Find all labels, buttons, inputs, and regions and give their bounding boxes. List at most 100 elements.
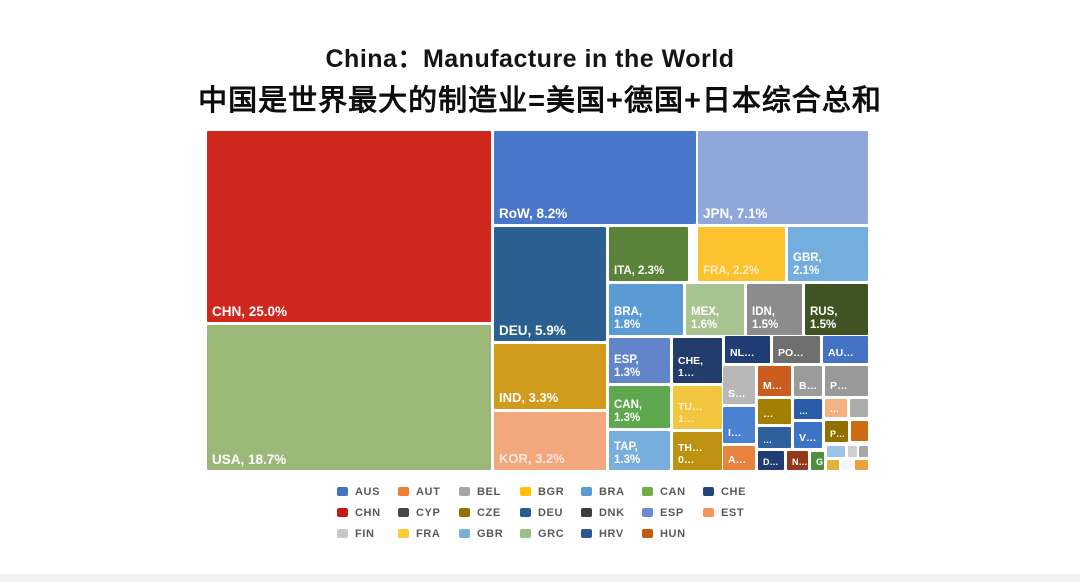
legend-item-BGR: BGR xyxy=(520,486,581,498)
legend-item-FRA: FRA xyxy=(398,528,459,540)
legend-swatch-icon xyxy=(703,487,714,496)
cell-label: TU… xyxy=(678,401,703,414)
legend-swatch-icon xyxy=(337,508,348,517)
cell-label: RUS, xyxy=(810,306,838,319)
cell-label: IND, 3.3% xyxy=(499,390,559,406)
legend-swatch-icon xyxy=(520,508,531,517)
cell-label: A… xyxy=(728,454,747,467)
legend-label: AUS xyxy=(355,485,381,498)
treemap-cell-MEX: MEX, 1.6% xyxy=(686,284,744,335)
cell-label: 1.6% xyxy=(691,319,718,332)
legend-label: FIN xyxy=(355,527,375,540)
cell-label: D… xyxy=(763,456,779,467)
legend-swatch-icon xyxy=(642,508,653,517)
treemap-cell-CAN: CAN, 1.3% xyxy=(609,386,670,428)
treemap-cell-small-12 xyxy=(855,460,868,470)
treemap-cell-small-5 xyxy=(850,399,868,417)
legend-label: CZE xyxy=(477,506,501,519)
cell-label: 1.3% xyxy=(614,412,641,425)
treemap-cell-AU: AU… xyxy=(823,336,868,363)
legend-label: BRA xyxy=(599,485,625,498)
cell-label: PO… xyxy=(778,347,804,360)
cell-label: NL… xyxy=(730,347,755,360)
legend-item-EST: EST xyxy=(703,507,764,519)
legend-item-CHN: CHN xyxy=(337,507,398,519)
treemap-cell-small-9 xyxy=(859,446,868,457)
chart-title-en: China：Manufacture in the World xyxy=(325,44,735,73)
legend-label: CHN xyxy=(355,506,381,519)
treemap-cell-RUS: RUS, 1.5% xyxy=(805,284,868,335)
treemap-cell-DEU: DEU, 5.9% xyxy=(494,227,606,341)
cell-label: … xyxy=(799,405,808,416)
cell-label: M… xyxy=(763,380,783,393)
legend-item-BEL: BEL xyxy=(459,486,520,498)
legend-item-CYP: CYP xyxy=(398,507,459,519)
cell-label: 2.1% xyxy=(793,265,820,278)
legend-label: HUN xyxy=(660,527,686,540)
legend-label: AUT xyxy=(416,485,441,498)
legend-item-HRV: HRV xyxy=(581,528,642,540)
treemap-cell-PO: PO… xyxy=(773,336,820,363)
cell-label: S… xyxy=(728,388,746,401)
cell-label: B… xyxy=(799,380,818,393)
legend-swatch-icon xyxy=(337,487,348,496)
cell-label: G… xyxy=(816,456,824,467)
legend-swatch-icon xyxy=(520,487,531,496)
cell-label: ITA, 2.3% xyxy=(614,265,665,278)
cell-label: CHN, 25.0% xyxy=(212,303,288,319)
legend-item-CZE: CZE xyxy=(459,507,520,519)
treemap-cell-CHE: CHE, 1… xyxy=(673,338,722,383)
treemap-cell-small-8 xyxy=(848,446,857,457)
treemap-cell-ITA: ITA, 2.3% xyxy=(609,227,688,281)
treemap-cell-G: G… xyxy=(811,452,824,470)
legend-swatch-icon xyxy=(581,508,592,517)
legend-swatch-icon xyxy=(459,508,470,517)
legend-item-FIN: FIN xyxy=(337,528,398,540)
legend-label: GRC xyxy=(538,527,565,540)
legend-swatch-icon xyxy=(398,487,409,496)
treemap-cell-N: N… xyxy=(787,451,808,470)
legend-label: BGR xyxy=(538,485,565,498)
legend-label: GBR xyxy=(477,527,504,540)
legend-item-GRC: GRC xyxy=(520,528,581,540)
legend-item-DNK: DNK xyxy=(581,507,642,519)
treemap-cell-FRA: FRA, 2.2% xyxy=(698,227,785,281)
legend-row: AUS AUT BEL BGR BRA CAN CHE xyxy=(337,481,764,502)
chart-title-cn: 中国是世界最大的制造业=美国+德国+日本综合总和 xyxy=(198,85,882,118)
cell-label: RoW, 8.2% xyxy=(499,205,568,221)
treemap-cell-NL: NL… xyxy=(725,336,770,363)
cell-label: ESP, xyxy=(614,354,639,367)
treemap-cell-CHN: CHN, 25.0% xyxy=(207,131,491,322)
legend-swatch-icon xyxy=(520,529,531,538)
treemap-cell-RoW: RoW, 8.2% xyxy=(494,131,696,224)
legend-swatch-icon xyxy=(703,508,714,517)
treemap-cell-small-1: … xyxy=(758,399,791,424)
treemap-cell-A: A… xyxy=(723,446,755,470)
treemap-cell-I: I… xyxy=(723,407,755,443)
cell-label: I… xyxy=(728,427,742,440)
legend-item-AUT: AUT xyxy=(398,486,459,498)
treemap-cell-BRA: BRA, 1.8% xyxy=(609,284,683,335)
treemap-cell-small-3: … xyxy=(794,399,822,419)
cell-label: CHE, xyxy=(678,355,704,368)
treemap-cell-small-7 xyxy=(827,446,845,457)
treemap-cell-IND: IND, 3.3% xyxy=(494,344,606,409)
legend-swatch-icon xyxy=(642,529,653,538)
legend-label: ESP xyxy=(660,506,684,519)
treemap-cell-USA: USA, 18.7% xyxy=(207,325,491,470)
legend-item-BRA: BRA xyxy=(581,486,642,498)
treemap-cell-small-4: … xyxy=(825,399,847,417)
legend-swatch-icon xyxy=(642,487,653,496)
cell-label: P… xyxy=(830,380,848,393)
cell-label: 0… xyxy=(678,454,695,467)
cell-label: TAP, xyxy=(614,441,638,454)
legend-swatch-icon xyxy=(337,529,348,538)
legend-swatch-icon xyxy=(459,529,470,538)
legend-swatch-icon xyxy=(398,529,409,538)
cell-label: CAN, xyxy=(614,399,643,412)
treemap-cell-small-11 xyxy=(842,460,852,470)
legend-label: EST xyxy=(721,506,745,519)
treemap-cell-P1: P… xyxy=(825,366,868,396)
legend-label: CYP xyxy=(416,506,441,519)
